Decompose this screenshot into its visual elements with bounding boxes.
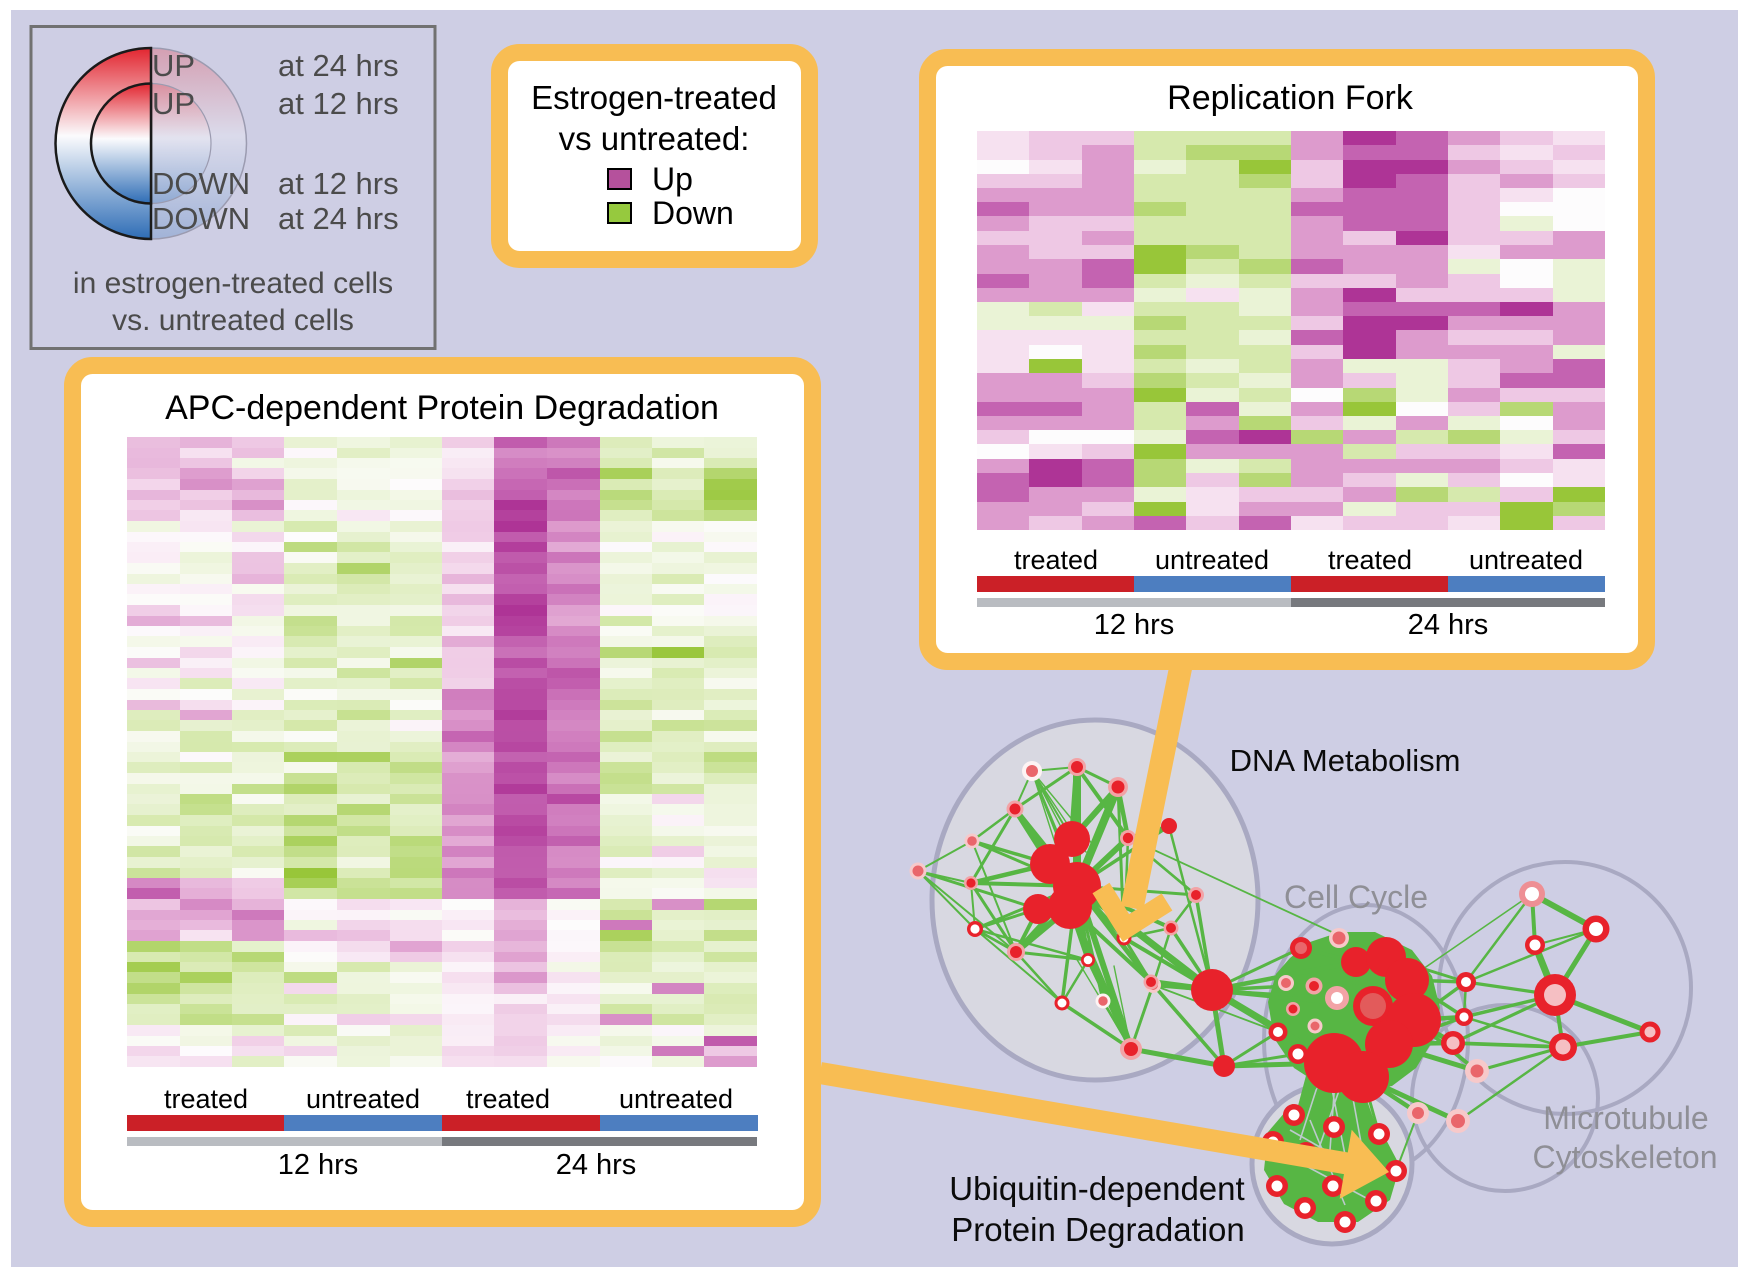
svg-text:DOWN: DOWN <box>152 201 250 236</box>
svg-text:vs. untreated cells: vs. untreated cells <box>112 304 354 337</box>
svg-text:treated: treated <box>164 1084 248 1114</box>
svg-text:at 24 hrs: at 24 hrs <box>278 201 399 236</box>
svg-text:Up: Up <box>652 161 693 197</box>
svg-text:Protein Degradation: Protein Degradation <box>951 1211 1245 1248</box>
svg-text:Cytoskeleton: Cytoskeleton <box>1533 1139 1718 1175</box>
svg-text:Ubiquitin-dependent: Ubiquitin-dependent <box>949 1170 1244 1207</box>
svg-text:Cell Cycle: Cell Cycle <box>1284 879 1428 915</box>
svg-text:treated: treated <box>1014 545 1098 575</box>
svg-text:DNA Metabolism: DNA Metabolism <box>1230 743 1461 778</box>
svg-text:12 hrs: 12 hrs <box>278 1149 359 1181</box>
svg-text:APC-dependent Protein Degradat: APC-dependent Protein Degradation <box>165 389 719 427</box>
svg-text:treated: treated <box>466 1084 550 1114</box>
svg-text:at 24 hrs: at 24 hrs <box>278 48 399 83</box>
svg-text:UP: UP <box>152 48 195 83</box>
svg-text:in estrogen-treated cells: in estrogen-treated cells <box>73 267 393 300</box>
svg-text:DOWN: DOWN <box>152 166 250 201</box>
svg-text:untreated: untreated <box>306 1084 420 1114</box>
svg-text:24 hrs: 24 hrs <box>1408 609 1489 641</box>
svg-text:untreated: untreated <box>1469 545 1583 575</box>
svg-text:12 hrs: 12 hrs <box>1094 609 1175 641</box>
svg-text:untreated: untreated <box>619 1084 733 1114</box>
svg-text:at 12 hrs: at 12 hrs <box>278 166 399 201</box>
svg-text:untreated: untreated <box>1155 545 1269 575</box>
svg-text:Replication Fork: Replication Fork <box>1167 79 1414 117</box>
svg-text:vs untreated:: vs untreated: <box>559 120 750 157</box>
svg-text:at 12 hrs: at 12 hrs <box>278 86 399 121</box>
svg-text:24 hrs: 24 hrs <box>556 1149 637 1181</box>
svg-text:Down: Down <box>652 195 734 231</box>
svg-text:treated: treated <box>1328 545 1412 575</box>
svg-text:Estrogen-treated: Estrogen-treated <box>531 79 777 116</box>
svg-text:Microtubule: Microtubule <box>1543 1100 1708 1136</box>
svg-text:UP: UP <box>152 86 195 121</box>
